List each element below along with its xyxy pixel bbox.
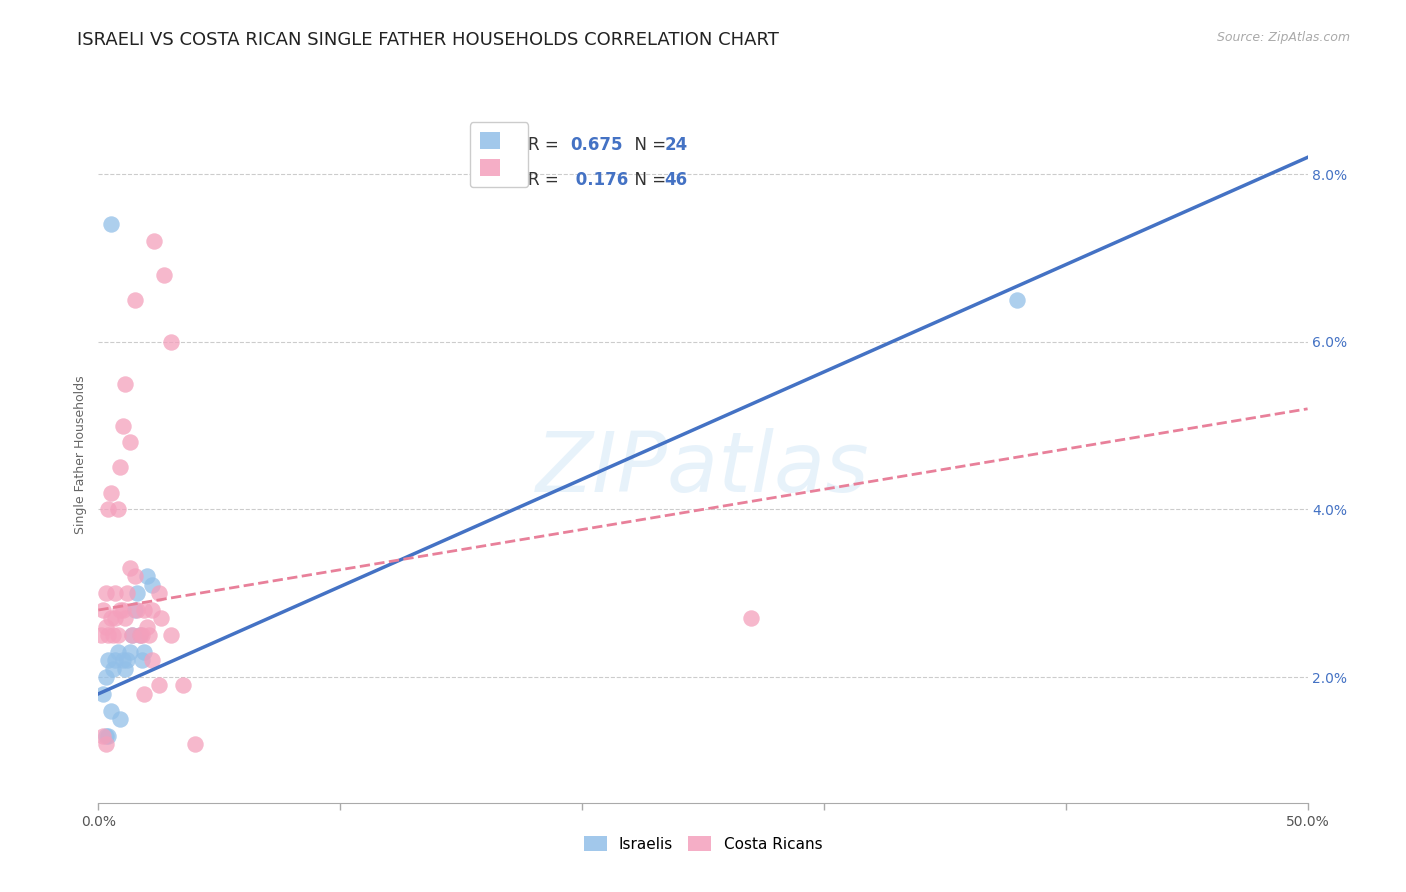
Point — [148, 678, 170, 692]
Point — [124, 293, 146, 307]
Point — [107, 645, 129, 659]
Text: ISRAELI VS COSTA RICAN SINGLE FATHER HOUSEHOLDS CORRELATION CHART: ISRAELI VS COSTA RICAN SINGLE FATHER HOU… — [77, 31, 779, 49]
Point — [118, 645, 141, 659]
Point — [160, 334, 183, 349]
Point — [131, 628, 153, 642]
Point — [101, 662, 124, 676]
Point — [135, 569, 157, 583]
Point — [138, 628, 160, 642]
Point — [107, 502, 129, 516]
Point — [111, 653, 134, 667]
Point — [101, 628, 124, 642]
Point — [91, 603, 114, 617]
Point — [100, 611, 122, 625]
Point — [97, 502, 120, 516]
Point — [97, 729, 120, 743]
Point — [1007, 293, 1029, 307]
Text: 46: 46 — [664, 171, 688, 189]
Point — [134, 645, 156, 659]
Point — [104, 653, 127, 667]
Text: 0.675: 0.675 — [569, 136, 623, 154]
Point — [114, 662, 136, 676]
Point — [104, 586, 127, 600]
Point — [118, 435, 141, 450]
Point — [184, 737, 207, 751]
Point — [121, 628, 143, 642]
Point — [100, 218, 122, 232]
Text: 0.176: 0.176 — [569, 171, 628, 189]
Point — [107, 628, 129, 642]
Point — [111, 603, 134, 617]
Point — [97, 628, 120, 642]
Point — [100, 485, 122, 500]
Text: N =: N = — [624, 171, 672, 189]
Point — [91, 729, 114, 743]
Point — [141, 653, 163, 667]
Point — [94, 737, 117, 751]
Y-axis label: Single Father Households: Single Father Households — [75, 376, 87, 534]
Point — [172, 678, 194, 692]
Point — [114, 376, 136, 391]
Text: R =: R = — [527, 171, 564, 189]
Point — [108, 460, 131, 475]
Point — [143, 234, 166, 248]
Point — [108, 603, 131, 617]
Point — [117, 653, 139, 667]
Point — [128, 628, 150, 642]
Point — [740, 611, 762, 625]
Point — [114, 611, 136, 625]
Point — [128, 628, 150, 642]
Point — [131, 653, 153, 667]
Point — [134, 603, 156, 617]
Point — [152, 268, 174, 282]
Point — [117, 586, 139, 600]
Point — [108, 712, 131, 726]
Point — [148, 586, 170, 600]
Point — [124, 603, 146, 617]
Point — [111, 418, 134, 433]
Point — [134, 687, 156, 701]
Point — [94, 586, 117, 600]
Point — [97, 653, 120, 667]
Text: 24: 24 — [664, 136, 688, 154]
Point — [94, 729, 117, 743]
Point — [90, 628, 112, 642]
Text: R =: R = — [527, 136, 564, 154]
Point — [104, 611, 127, 625]
Point — [160, 628, 183, 642]
Point — [127, 603, 149, 617]
Point — [94, 670, 117, 684]
Point — [124, 569, 146, 583]
Point — [118, 561, 141, 575]
Point — [121, 628, 143, 642]
Point — [150, 611, 173, 625]
Legend: Israelis, Costa Ricans: Israelis, Costa Ricans — [578, 830, 828, 858]
Text: Source: ZipAtlas.com: Source: ZipAtlas.com — [1216, 31, 1350, 45]
Text: N =: N = — [624, 136, 672, 154]
Point — [94, 620, 117, 634]
Text: ZIPatlas: ZIPatlas — [536, 428, 870, 509]
Point — [127, 586, 149, 600]
Point — [141, 578, 163, 592]
Point — [141, 603, 163, 617]
Point — [135, 620, 157, 634]
Point — [91, 687, 114, 701]
Point — [100, 704, 122, 718]
